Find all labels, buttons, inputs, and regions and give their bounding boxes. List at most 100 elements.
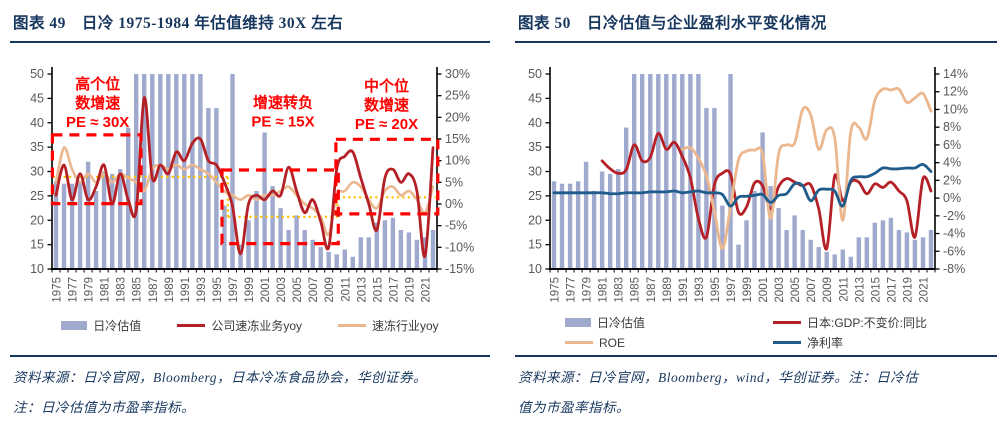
svg-text:2019: 2019 (404, 277, 416, 303)
svg-text:1981: 1981 (598, 277, 610, 303)
note-line: 值为市盈率指标。 (518, 400, 630, 416)
legend-label: 速冻行业yoy (372, 319, 439, 333)
svg-text:数增速: 数增速 (364, 96, 409, 114)
svg-text:2011: 2011 (340, 277, 352, 302)
svg-text:2007: 2007 (308, 277, 320, 303)
svg-text:1977: 1977 (566, 277, 578, 303)
svg-text:15: 15 (528, 238, 542, 252)
figure-50-chart-canvas: 50454035302520151014%12%10%8%6%4%2%0%-2%… (528, 67, 968, 303)
source-line: 资料来源：日冷官网，Bloomberg，日本冷冻食品协会，华创证券。 (13, 370, 427, 385)
pe-range-dashed-box (50, 133, 143, 206)
svg-text:30: 30 (30, 165, 44, 179)
svg-text:2001: 2001 (758, 277, 770, 303)
svg-text:6%: 6% (943, 138, 961, 152)
svg-text:1991: 1991 (180, 277, 192, 303)
legend-item-japan-gdp: 日本:GDP:不变价:同比 (773, 314, 997, 331)
svg-text:2017: 2017 (886, 277, 898, 303)
svg-text:0%: 0% (943, 191, 961, 205)
svg-text:2009: 2009 (822, 277, 834, 303)
svg-text:1981: 1981 (100, 277, 112, 303)
svg-text:1983: 1983 (116, 277, 128, 303)
svg-text:1979: 1979 (84, 277, 96, 303)
average-pe-dotted-line (52, 175, 439, 218)
legend-label: 日本:GDP:不变价:同比 (807, 316, 928, 330)
line-swatch-icon (565, 341, 593, 344)
svg-text:12%: 12% (943, 85, 968, 99)
figure-50-source-note: 资料来源：日冷官网，Bloomberg，wind，华创证券。注：日冷估 值为市盈… (518, 363, 997, 424)
legend-label: 公司速冻业务yoy (211, 319, 302, 333)
figure-49-panel: 图表 49 日冷 1975-1984 年估值维持 30X 左右 50 45 40 35… (10, 8, 490, 423)
pe-range-dashed-box (334, 137, 440, 216)
figure-50-legend: 日冷估值 日本:GDP:不变价:同比 ROE 净利率 (565, 314, 997, 351)
svg-text:1987: 1987 (646, 277, 658, 303)
line-swatch-icon (177, 324, 206, 327)
svg-text:1983: 1983 (614, 277, 626, 303)
svg-text:2013: 2013 (854, 277, 866, 303)
legend-item-industry-yoy: 速冻行业yoy (338, 317, 439, 334)
svg-text:35: 35 (528, 140, 542, 154)
svg-text:2003: 2003 (774, 277, 786, 303)
legend-label: 日冷估值 (597, 316, 646, 330)
svg-text:1989: 1989 (662, 277, 674, 303)
svg-text:35: 35 (30, 140, 44, 154)
figure-49-chart-canvas: 50454035302520151030%25%20%15%10%5%0%-5%… (30, 67, 474, 303)
svg-text:1989: 1989 (164, 277, 176, 303)
svg-text:1997: 1997 (726, 277, 738, 303)
pe-annotation-label: 增速转负 PE ≈ 15X (251, 94, 314, 131)
svg-text:10%: 10% (943, 102, 968, 116)
svg-text:30: 30 (528, 165, 542, 179)
svg-text:2009: 2009 (324, 277, 336, 303)
svg-text:45: 45 (528, 91, 542, 105)
svg-text:10%: 10% (445, 154, 470, 168)
legend-label: 净利率 (807, 336, 844, 350)
source-line: 资料来源：日冷官网，Bloomberg，wind，华创证券。注：日冷估 (518, 370, 919, 385)
svg-text:40: 40 (528, 116, 542, 130)
svg-text:1985: 1985 (630, 277, 642, 303)
svg-text:40: 40 (30, 116, 44, 130)
svg-text:数增速: 数增速 (75, 94, 120, 112)
pe-range-dashed-box (220, 168, 340, 246)
svg-text:1975: 1975 (52, 277, 64, 303)
svg-text:2021: 2021 (420, 277, 432, 303)
svg-text:5%: 5% (445, 175, 463, 189)
svg-text:45: 45 (30, 91, 44, 105)
svg-text:25%: 25% (445, 89, 470, 103)
legend-label: ROE (599, 335, 626, 350)
svg-text:1991: 1991 (678, 277, 690, 303)
figure-50-title: 图表 50 日冷估值与企业盈利水平变化情况 (515, 8, 997, 43)
svg-text:2005: 2005 (292, 277, 304, 303)
svg-text:2001: 2001 (260, 277, 272, 303)
svg-text:增速转负: 增速转负 (253, 94, 313, 112)
svg-text:-6%: -6% (943, 244, 965, 258)
svg-text:-5%: -5% (445, 219, 467, 233)
svg-text:10: 10 (30, 262, 44, 276)
svg-text:25: 25 (30, 189, 44, 203)
svg-text:20%: 20% (445, 110, 470, 124)
figure-49-legend: 日冷估值 公司速冻业务yoy 速冻行业yoy (10, 317, 490, 334)
svg-text:1995: 1995 (710, 277, 722, 303)
svg-text:50: 50 (528, 67, 542, 81)
svg-text:中个位: 中个位 (364, 77, 409, 95)
svg-text:1977: 1977 (68, 277, 80, 303)
figure-49-title: 图表 49 日冷 1975-1984 年估值维持 30X 左右 (10, 8, 490, 43)
svg-text:25: 25 (528, 189, 542, 203)
svg-text:50: 50 (30, 67, 44, 81)
svg-text:0%: 0% (445, 197, 463, 211)
svg-text:PE ≈ 30X: PE ≈ 30X (66, 114, 129, 131)
bars-series (53, 74, 436, 270)
svg-text:10: 10 (528, 262, 542, 276)
line-series (680, 86, 933, 251)
svg-text:8%: 8% (943, 120, 961, 134)
svg-text:-4%: -4% (943, 227, 965, 241)
line-swatch-icon (773, 321, 801, 324)
svg-text:1985: 1985 (132, 277, 144, 303)
bars-series (551, 74, 934, 270)
svg-text:20: 20 (528, 213, 542, 227)
svg-text:-15%: -15% (445, 262, 474, 276)
svg-text:15: 15 (30, 238, 44, 252)
line-swatch-icon (338, 324, 366, 327)
svg-text:-2%: -2% (943, 209, 965, 223)
svg-text:20: 20 (30, 213, 44, 227)
svg-text:PE ≈ 15X: PE ≈ 15X (251, 114, 314, 131)
legend-item-company-yoy: 公司速冻业务yoy (177, 317, 302, 334)
